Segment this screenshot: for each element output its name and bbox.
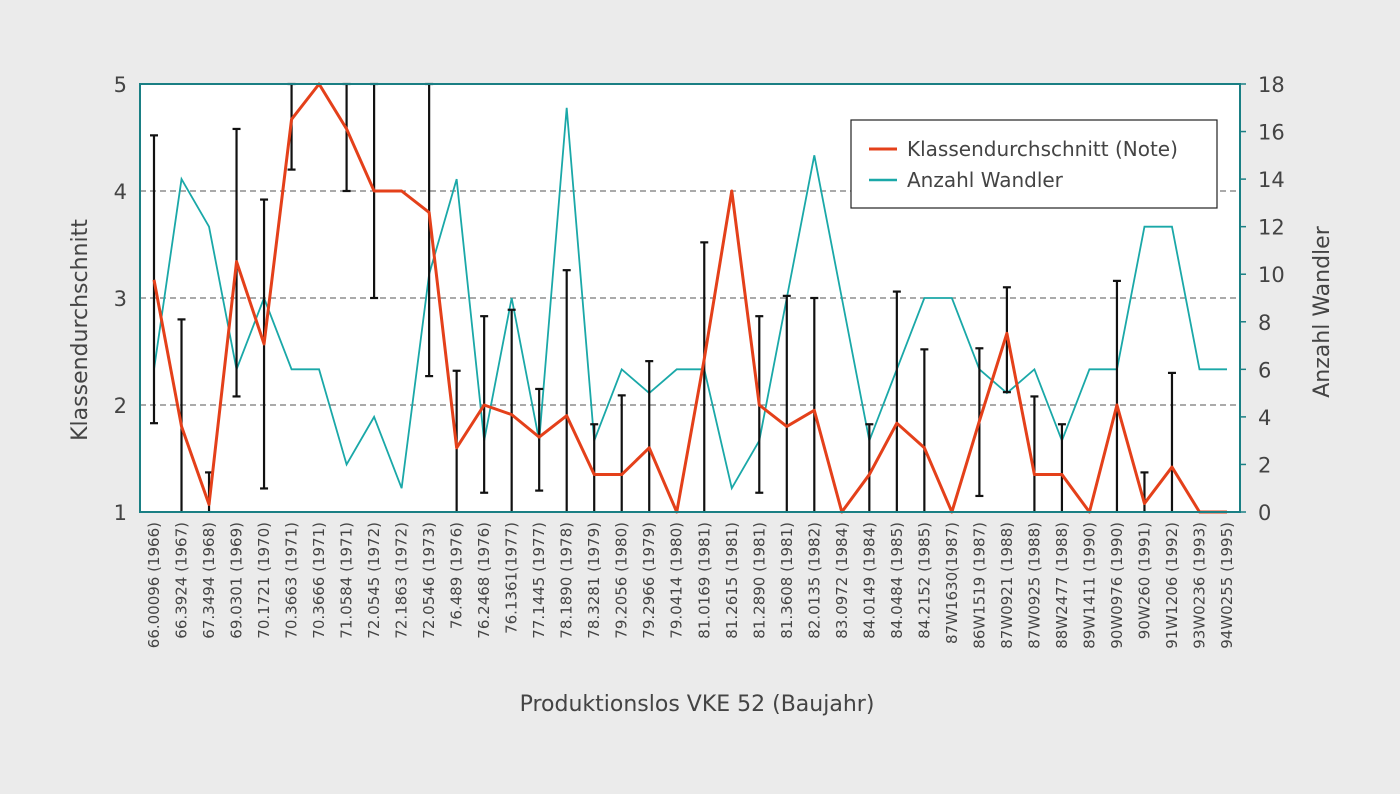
x-tick-label: 93W0236 (1993) xyxy=(1190,522,1208,649)
x-tick-label: 91W1206 (1992) xyxy=(1163,522,1181,649)
y-tick-right: 8 xyxy=(1258,311,1271,335)
x-tick-label: 87W0921 (1988) xyxy=(998,522,1016,649)
x-tick-label: 86W1519 (1987) xyxy=(970,522,988,649)
x-tick-label: 76.1361(1977) xyxy=(503,522,521,634)
x-tick-label: 78.3281 (1979) xyxy=(585,522,603,639)
x-tick-label: 81.2615 (1981) xyxy=(723,522,741,639)
y-tick-right: 14 xyxy=(1258,168,1285,192)
legend-box xyxy=(851,120,1217,208)
y-axis-title-left: Klassendurchschnitt xyxy=(68,219,93,441)
x-tick-label: 66.3924 (1967) xyxy=(173,522,191,639)
x-tick-label: 77.1445 (1977) xyxy=(530,522,548,639)
right-axis-ticks: 0 2 4 6 8 10 12 14 16 18 xyxy=(1240,73,1285,525)
y-tick-right: 0 xyxy=(1258,501,1271,525)
y-tick-left: 5 xyxy=(114,73,127,97)
y-tick-right: 6 xyxy=(1258,358,1271,382)
x-tick-label: 76.489 (1976) xyxy=(448,522,466,629)
y-tick-right: 10 xyxy=(1258,263,1285,287)
left-axis-ticks: 1 2 3 4 5 xyxy=(114,73,127,525)
x-tick-label: 81.2890 (1981) xyxy=(750,522,768,639)
legend: Klassendurchschnitt (Note) Anzahl Wandle… xyxy=(851,120,1217,208)
x-tick-label: 79.2056 (1980) xyxy=(613,522,631,639)
y-tick-left: 2 xyxy=(114,394,127,418)
x-tick-label: 79.2966 (1979) xyxy=(640,522,658,639)
x-tick-label: 84.2152 (1985) xyxy=(915,522,933,639)
legend-count-label: Anzahl Wandler xyxy=(907,168,1064,192)
x-tick-label: 87W0925 (1988) xyxy=(1025,522,1043,649)
y-axis-title-right: Anzahl Wandler xyxy=(1310,225,1335,397)
x-tick-label: 76.2468 (1976) xyxy=(475,522,493,639)
x-tick-label: 67.3494 (1968) xyxy=(200,522,218,639)
x-tick-label: 81.3608 (1981) xyxy=(778,522,796,639)
legend-grade-label: Klassendurchschnitt (Note) xyxy=(907,137,1178,161)
x-tick-label: 82.0135 (1982) xyxy=(805,522,823,639)
y-tick-right: 16 xyxy=(1258,121,1285,145)
x-tick-label: 66.00096 (1966) xyxy=(145,522,163,648)
x-tick-label: 72.0546 (1973) xyxy=(420,522,438,639)
x-tick-label: 72.0545 (1972) xyxy=(365,522,383,639)
y-tick-right: 18 xyxy=(1258,73,1285,97)
x-tick-label: 89W1411 (1990) xyxy=(1080,522,1098,649)
x-tick-label: 70.3666 (1971) xyxy=(310,522,328,639)
x-axis-ticks: 66.00096 (1966) 66.3924 (1967) 67.3494 (19… xyxy=(145,522,1236,649)
x-tick-label: 94W0255 (1995) xyxy=(1218,522,1236,649)
x-tick-label: 90W260 (1991) xyxy=(1135,522,1153,639)
x-tick-label: 78.1890 (1978) xyxy=(558,522,576,639)
x-tick-label: 83.0972 (1984) xyxy=(833,522,851,639)
y-tick-right: 2 xyxy=(1258,453,1271,477)
x-tick-label: 70.3663 (1971) xyxy=(283,522,301,639)
x-tick-label: 87W1630(1987) xyxy=(943,522,961,644)
x-tick-label: 70.1721 (1970) xyxy=(255,522,273,639)
y-tick-left: 4 xyxy=(114,180,127,204)
y-tick-left: 1 xyxy=(114,501,127,525)
x-tick-label: 79.0414 (1980) xyxy=(668,522,686,639)
x-tick-label: 90W0976 (1990) xyxy=(1108,522,1126,649)
x-tick-label: 69.0301 (1969) xyxy=(228,522,246,639)
x-tick-label: 72.1863 (1972) xyxy=(393,522,411,639)
x-tick-label: 84.0149 (1984) xyxy=(860,522,878,639)
x-tick-label: 81.0169 (1981) xyxy=(695,522,713,639)
x-tick-label: 84.0484 (1985) xyxy=(888,522,906,639)
y-tick-right: 12 xyxy=(1258,216,1285,240)
y-tick-right: 4 xyxy=(1258,406,1271,430)
x-tick-label: 88W2477 (1988) xyxy=(1053,522,1071,649)
x-tick-label: 71.0584 (1971) xyxy=(338,522,356,639)
x-axis-title: Produktionslos VKE 52 (Baujahr) xyxy=(520,692,875,717)
y-tick-left: 3 xyxy=(114,287,127,311)
